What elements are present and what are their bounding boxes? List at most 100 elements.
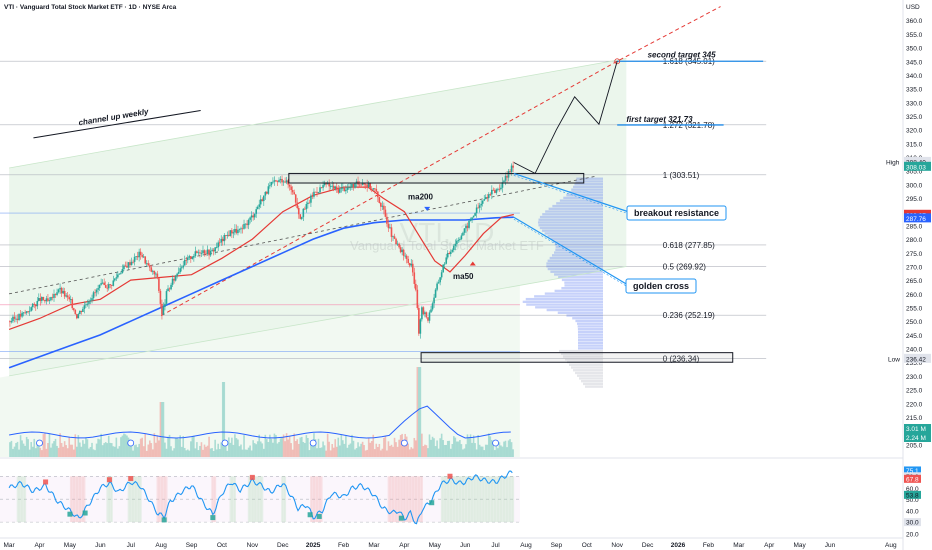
volume-bar [471,442,473,457]
volume-bar [328,441,330,457]
rsi-os-zone [402,476,405,523]
candle-body [392,236,394,238]
volume-bar [281,436,283,457]
high-label: High [886,159,900,166]
time-tick-label: Aug [885,542,897,549]
time-tick-label: May [793,542,806,549]
candle-body [41,297,43,301]
candle-body [243,224,245,229]
candle-body [366,184,368,187]
volume-profile-bar [539,215,603,219]
candle-body [272,181,274,183]
candle-body [510,165,513,172]
volume-bar [9,442,11,457]
rsi-ob-zone [448,476,451,523]
volume-profile-bar [541,229,603,232]
volume-bar [203,444,206,457]
channel-up-weekly-line [33,110,201,139]
time-tick-label: 2025 [306,542,321,549]
candle-body [422,307,425,315]
candle-body [200,252,203,254]
volume-bar [316,448,318,457]
time-tick-label: Aug [155,542,167,549]
volume-bar [85,437,87,457]
volume-bar [165,448,168,457]
volume-bar [16,441,19,457]
volume-bar [47,443,49,457]
rsi-ob-zone [486,476,489,523]
candle-body [33,303,36,305]
volume-profile-bar [534,295,603,298]
candle-body [212,249,215,252]
volume-bar [158,440,160,457]
rsi-os-zone [162,476,165,523]
breakout-callout-leader-dashed [513,175,630,215]
volume-bar [205,446,207,457]
candle-body [63,290,66,297]
candle-body [123,265,125,270]
candle-body [507,171,510,178]
volume-bar [118,446,121,457]
volume-bar [434,446,437,457]
candle-body [442,264,444,273]
price-tick-label: 270.0 [906,264,923,271]
volume-bar [335,446,338,457]
rsi-os-zone [413,476,416,523]
volume-bar [305,435,308,457]
volume-bar [117,448,119,457]
volume-bar [430,439,432,457]
volume-bar [390,444,393,457]
candle-body [326,182,329,185]
volume-profile-bar [544,232,603,235]
candle-body [472,215,475,218]
volume-bar [504,440,507,457]
candle-body [155,273,157,275]
price-tick-label: 255.0 [906,306,923,313]
candle-body [110,284,113,286]
volume-bar [408,449,411,457]
breakout-callout-label: breakout resistance [634,208,719,218]
volume-bar [24,445,26,457]
candle-body [130,261,133,266]
rsi-os-zone [408,476,411,523]
rsi-tick-label: 20.0 [906,532,919,539]
volume-profile-bar [577,336,603,339]
candle-body [364,184,367,186]
line-layer [8,6,721,377]
candle-body [343,187,346,192]
rsi-ob-zone [259,476,262,523]
volume-profile-bar [547,259,603,262]
candle-body [497,188,499,190]
volume-bar [95,443,98,457]
volume-profile-bar [526,303,603,306]
volume-profile-bar [577,341,603,345]
time-tick-label: Sep [186,542,198,549]
volume-bar [19,435,22,457]
price-tick-label: 225.0 [906,388,923,395]
candle-body [381,205,384,207]
candle-body [27,311,29,313]
vol-badge-1: 3.01 M [906,426,926,433]
candle-body [323,182,326,186]
candle-body [89,300,92,302]
volume-bar [250,450,253,457]
candle-body [399,247,402,253]
volume-bar [427,448,429,457]
candle-body [367,183,370,187]
volume-bar [381,448,384,457]
candle-body [92,292,95,299]
rsi-ob-zone [494,476,496,523]
candle-body [158,278,160,291]
rsi-os-zone [405,476,408,523]
volume-bar [60,442,63,457]
volume-bar [402,444,405,457]
volume-bar [399,435,402,457]
volume-bar [208,436,210,457]
price-tick-label: 260.0 [906,292,923,299]
volume-bar [83,443,86,457]
volume-bar [445,444,448,457]
candle-body [101,282,104,284]
rsi-os-zone [319,476,322,523]
time-tick-label: Feb [703,542,715,549]
candle-body [152,270,154,272]
